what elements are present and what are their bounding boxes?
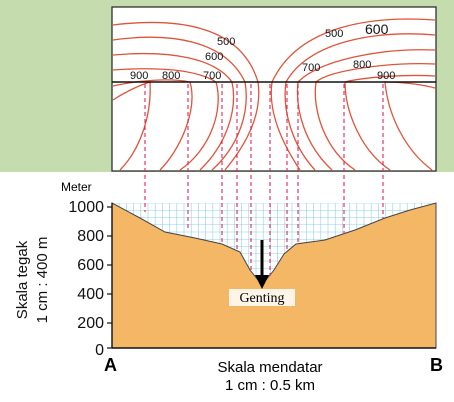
contour-label: 900 [377,70,395,82]
contour-label: 500 [217,36,235,48]
projection-lines [144,84,384,276]
right-end-label: B [430,355,443,375]
annotation-label: Genting [239,291,284,306]
y-tick-label: 0 [95,342,104,359]
contour-label: 800 [162,70,180,82]
contour-lines-right [270,18,436,171]
x-axis-scale: 1 cm : 0.5 km [225,377,315,394]
contour-label: 800 [353,59,371,71]
contour-label: 700 [302,62,320,74]
y-tick-label: 600 [77,257,104,274]
left-end-label: A [104,355,117,375]
contour-label: 900 [130,70,148,82]
contour-line [284,33,436,171]
contour-map-frame [111,6,437,172]
contour-label: 600 [205,51,223,63]
arrow-head [255,275,269,289]
y-tick-label: 200 [77,315,104,332]
contour-label: 500 [325,28,343,40]
y-tick-label: 1000 [68,199,104,216]
contour-label: 600 [365,21,389,37]
contour-line [112,21,260,171]
y-axis-title: Skala tegak [14,240,31,319]
y-tick-label: 400 [77,286,104,303]
annotation-box [229,289,295,306]
contour-label: 700 [203,70,221,82]
y-unit-label: Meter [61,180,92,194]
x-axis-title: Skala mendatar [217,359,322,376]
y-axis-scale: 1 cm : 400 m [34,237,51,324]
y-tick-label: 800 [77,228,104,245]
contour-line [384,81,436,171]
contour-line [270,18,436,171]
terrain-profile [111,202,437,349]
